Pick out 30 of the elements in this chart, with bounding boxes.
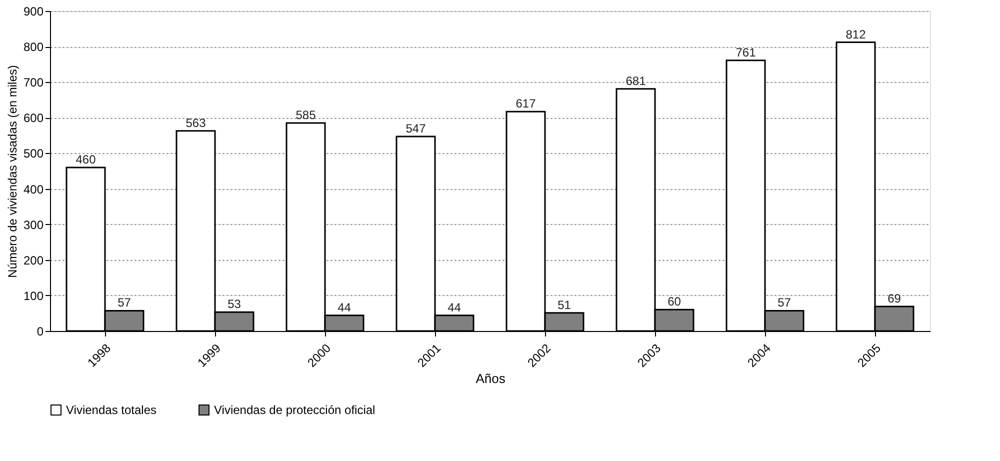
y-tick-label: 200: [23, 253, 44, 268]
y-tick-label: 900: [23, 4, 44, 18]
y-tick-label: 400: [23, 182, 44, 196]
y-axis-title: Número de viviendas visadas (en miles): [5, 65, 20, 278]
data-label: 460: [76, 152, 96, 166]
data-label: 60: [668, 294, 682, 309]
y-tick-label: 500: [23, 146, 44, 161]
legend-label: Viviendas de protección oficial: [214, 403, 376, 417]
legend-label: Viviendas totales: [66, 403, 157, 417]
data-label: 563: [186, 116, 206, 130]
x-axis-title: Años: [476, 371, 506, 386]
data-label: 681: [626, 74, 646, 88]
data-label: 57: [778, 296, 792, 310]
data-label: 812: [846, 27, 866, 42]
y-tick-label: 0: [36, 324, 44, 338]
y-tick-label: 600: [23, 111, 44, 126]
data-label: 44: [338, 300, 352, 314]
data-label: 547: [406, 122, 426, 136]
y-tick-label: 700: [23, 76, 44, 90]
data-label: 57: [118, 296, 132, 310]
data-label: 617: [516, 96, 536, 111]
y-tick-label: 300: [23, 218, 44, 232]
data-label: 51: [558, 298, 572, 312]
y-tick-label: 800: [23, 40, 44, 54]
data-label: 69: [888, 291, 902, 306]
data-label: 585: [296, 108, 316, 122]
y-tick-label: 100: [23, 288, 44, 303]
data-label: 53: [228, 297, 242, 312]
data-label: 44: [448, 300, 462, 314]
data-label: 761: [736, 45, 756, 60]
